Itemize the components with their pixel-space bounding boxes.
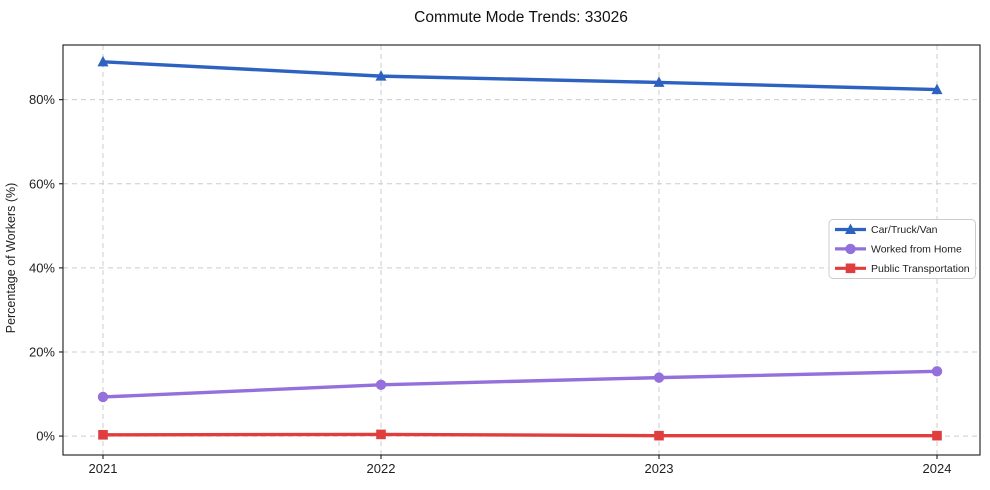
legend-label-car-truck-van: Car/Truck/Van [871, 224, 938, 236]
legend-box [828, 219, 976, 279]
legend-marker-public-transportation [845, 263, 856, 274]
x-tick-label: 2023 [645, 461, 674, 476]
legend-marker-worked-from-home [845, 243, 856, 255]
data-marker-public-transportation [98, 430, 108, 440]
data-marker-public-transportation [932, 430, 942, 441]
x-tick-label: 2024 [923, 461, 952, 476]
data-marker-car-truck-van [97, 55, 109, 67]
data-marker-car-truck-van [931, 83, 943, 95]
series-line-car-truck-van [101, 60, 939, 92]
data-marker-worked-from-home [931, 366, 943, 377]
series-line-worked-from-home [101, 369, 939, 399]
y-tick-label: 20% [29, 344, 55, 359]
plot-border [62, 44, 981, 456]
legend-label-public-transportation: Public Transportation [871, 263, 970, 275]
y-tick-label: 80% [29, 92, 55, 107]
series-line-public-transportation [101, 432, 939, 438]
data-marker-public-transportation [654, 430, 664, 441]
data-marker-worked-from-home [97, 391, 109, 403]
data-marker-public-transportation [376, 429, 386, 440]
y-tick-label: 60% [29, 176, 55, 191]
y-tick-label: 0% [36, 429, 55, 444]
y-axis-label: Percentage of Workers (%) [4, 183, 18, 334]
x-tick-label: 2021 [89, 461, 118, 476]
data-marker-worked-from-home [653, 372, 665, 383]
chart-title: Commute Mode Trends: 33026 [414, 9, 628, 26]
data-marker-worked-from-home [375, 379, 387, 390]
data-marker-car-truck-van [375, 70, 387, 81]
legend-marker-car-truck-van [845, 223, 856, 234]
legend-label-worked-from-home: Worked from Home [871, 244, 962, 256]
y-tick-label: 40% [29, 260, 55, 275]
x-tick-label: 2022 [367, 461, 396, 476]
data-marker-car-truck-van [653, 76, 665, 87]
